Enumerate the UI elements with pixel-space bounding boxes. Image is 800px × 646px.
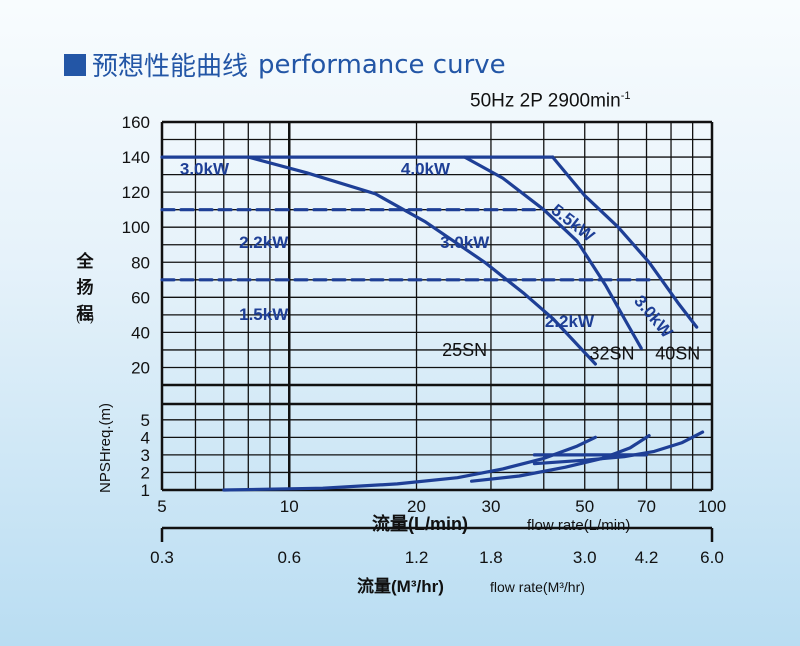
npsh-tick-label: 3 bbox=[141, 446, 150, 465]
title-cn: 预想性能曲线 bbox=[92, 52, 249, 82]
y-tick-label: 140 bbox=[122, 148, 150, 167]
x2-tick-label: 6.0 bbox=[700, 548, 724, 567]
power-label: 3.0kW bbox=[440, 233, 490, 252]
y-tick-label: 60 bbox=[131, 288, 150, 307]
y-axis-title-char: 扬 bbox=[77, 277, 94, 297]
npsh-curve bbox=[470, 434, 651, 483]
head-curve bbox=[463, 155, 643, 350]
spec-label: 50Hz 2P 2900min-1 bbox=[470, 90, 630, 112]
y-tick-label: 120 bbox=[122, 183, 150, 202]
npsh-tick-label: 1 bbox=[141, 481, 150, 500]
y-axis-title-char: 全 bbox=[76, 251, 95, 271]
power-label: 3.0kW bbox=[630, 292, 677, 343]
y-tick-label: 160 bbox=[122, 113, 150, 132]
power-label: 2.2kW bbox=[239, 233, 289, 252]
x-tick-label: 70 bbox=[637, 497, 656, 516]
x-tick-label: 10 bbox=[280, 497, 299, 516]
npsh-tick-label: 4 bbox=[141, 428, 150, 447]
x2-tick-label: 0.3 bbox=[150, 548, 174, 567]
x2-tick-label: 1.8 bbox=[479, 548, 503, 567]
npsh-curve bbox=[222, 435, 597, 492]
title-square-icon bbox=[64, 53, 86, 76]
y-tick-label: 80 bbox=[131, 253, 150, 272]
npsh-axis-title: NPSHreq.(m) bbox=[97, 403, 114, 493]
x-tick-label: 20 bbox=[407, 497, 426, 516]
power-label: 3.0kW bbox=[180, 160, 230, 179]
x2-tick-label: 0.6 bbox=[277, 548, 301, 567]
x-axis-title-en: flow rate(L/min) bbox=[527, 517, 630, 534]
power-label: 1.5kW bbox=[239, 305, 289, 324]
model-label: 40SN bbox=[655, 343, 700, 363]
y-tick-label: 40 bbox=[131, 323, 150, 342]
x2-tick-label: 4.2 bbox=[635, 548, 659, 567]
spec-exponent: -1 bbox=[620, 90, 631, 102]
power-label: 4.0kW bbox=[401, 160, 451, 179]
y-tick-label: 20 bbox=[131, 358, 150, 377]
power-label: 2.2kW bbox=[545, 312, 595, 331]
x2-tick-label: 1.2 bbox=[405, 548, 429, 567]
x-tick-label: 5 bbox=[157, 497, 166, 516]
x2-axis-title-en: flow rate(M³/hr) bbox=[490, 579, 585, 595]
y-axis-title-char: 程 bbox=[77, 304, 94, 323]
model-label: 32SN bbox=[589, 343, 634, 363]
x-tick-label: 30 bbox=[481, 497, 500, 516]
model-label: 25SN bbox=[442, 340, 487, 360]
npsh-tick-label: 2 bbox=[141, 463, 150, 482]
head-curve bbox=[246, 155, 597, 366]
curves bbox=[160, 155, 705, 492]
x-tick-label: 50 bbox=[575, 497, 594, 516]
spec-main: 50Hz 2P 2900min bbox=[470, 90, 621, 112]
x2-axis-title-cn: 流量(M³/hr) bbox=[357, 576, 444, 596]
head-curve bbox=[551, 155, 699, 329]
x2-tick-label: 3.0 bbox=[573, 548, 597, 567]
x-tick-label: 100 bbox=[698, 497, 726, 516]
y-axis-unit: (m) bbox=[76, 310, 94, 324]
title-en: performance curve bbox=[258, 49, 506, 80]
npsh-tick-label: 5 bbox=[141, 411, 150, 430]
page-title: 预想性能曲线 performance curve bbox=[64, 46, 506, 83]
y-tick-label: 100 bbox=[122, 218, 150, 237]
x-axis-title-cn: 流量(L/min) bbox=[372, 513, 468, 534]
